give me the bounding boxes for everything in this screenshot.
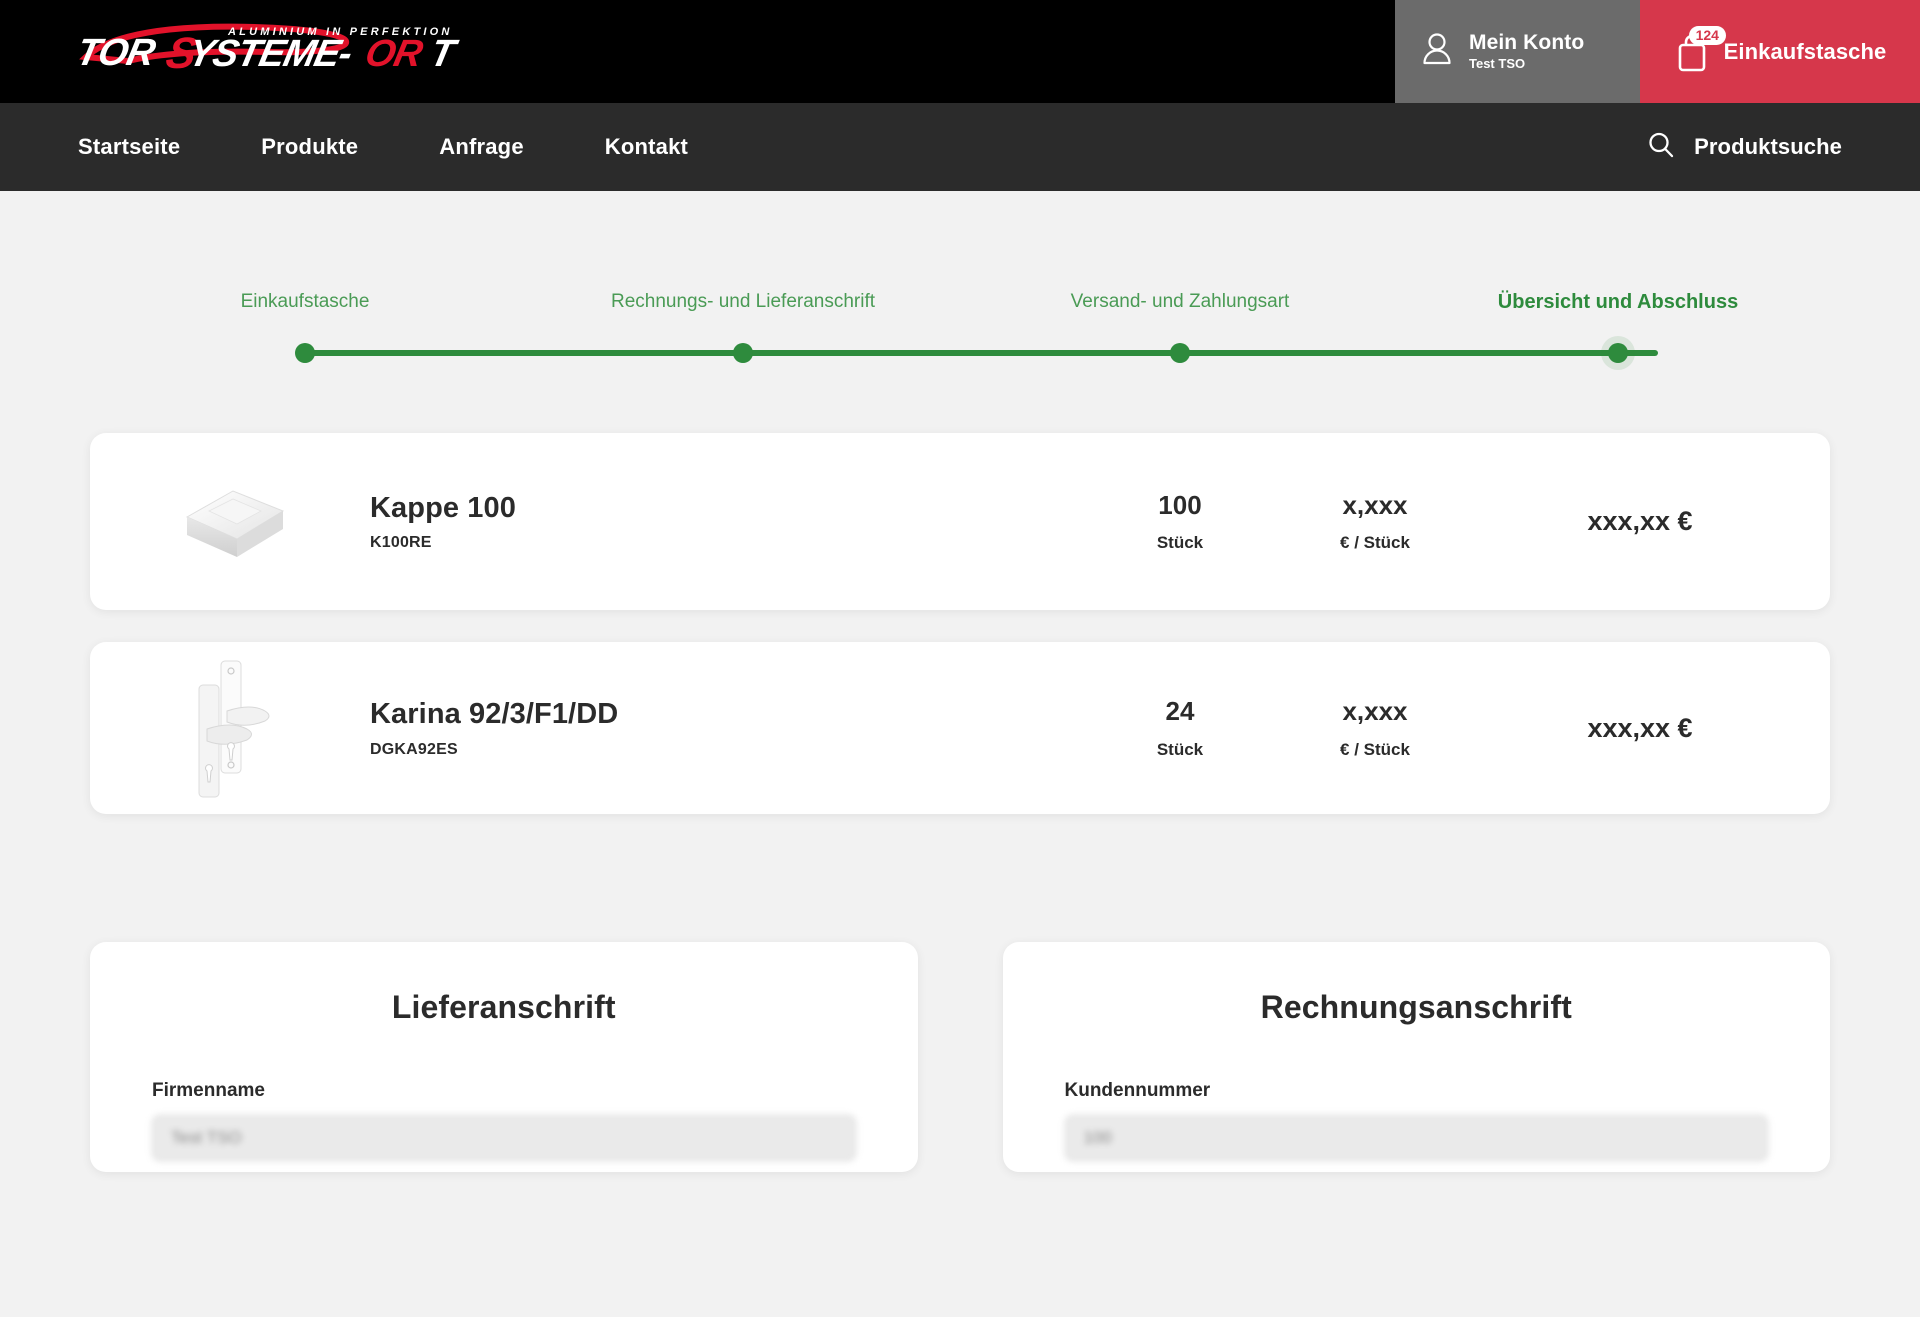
cart-item-unit-price: x,xxx <box>1342 696 1408 727</box>
svg-text:T: T <box>427 32 463 75</box>
nav-item-produkte[interactable]: Produkte <box>261 134 359 159</box>
account-username: Test TSO <box>1469 56 1526 72</box>
door-handle-image <box>175 653 295 803</box>
stepper-dot-2[interactable] <box>733 343 753 363</box>
page-content: Einkaufstasche Rechnungs- und Lieferansc… <box>0 291 1920 1172</box>
cart-item-unit-price-unit: € / Stück <box>1340 533 1410 553</box>
cart-item-unitprice-col: x,xxx € / Stück <box>1260 696 1490 759</box>
svg-text:OR: OR <box>362 32 427 75</box>
cart-item-total-price: xxx,xx € <box>1587 506 1693 537</box>
brand-logo[interactable]: TOR S YSTEME- OR T ALUMINIUM IN PERFEKTI… <box>78 21 478 83</box>
stepper-label-uebersicht-abschluss[interactable]: Übersicht und Abschluss <box>1497 291 1739 313</box>
billing-customernumber-label: Kundennummer <box>1064 1080 1211 1101</box>
cart-item-name: Kappe 100 <box>370 491 516 524</box>
billing-customernumber-field: Kundennummer <box>1064 1080 1768 1161</box>
delivery-company-field: Firmenname <box>152 1080 856 1161</box>
cart-item-info: Karina 92/3/F1/DD DGKA92ES <box>295 697 1100 759</box>
top-bar: TOR S YSTEME- OR T ALUMINIUM IN PERFEKTI… <box>0 0 1920 103</box>
user-icon <box>1421 32 1453 71</box>
stepper-progress-line <box>305 350 1658 356</box>
address-section: Lieferanschrift Firmenname Rechnungsansc… <box>90 942 1830 1172</box>
nav-item-startseite[interactable]: Startseite <box>78 134 181 159</box>
stepper-label-rechnungs-lieferanschrift[interactable]: Rechnungs- und Lieferanschrift <box>610 291 876 312</box>
nav-items: Startseite Produkte Anfrage Kontakt <box>78 134 769 160</box>
svg-text:ALUMINIUM IN PERFEKTION: ALUMINIUM IN PERFEKTION <box>227 26 453 38</box>
cart-item-name: Karina 92/3/F1/DD <box>370 698 619 731</box>
cart-item-quantity-col: 100 Stück <box>1100 490 1260 553</box>
cart-item-unit-price-unit: € / Stück <box>1340 739 1410 759</box>
stepper-labels: Einkaufstasche Rechnungs- und Lieferansc… <box>90 291 1830 325</box>
shopping-bag-label: Einkaufstasche <box>1723 38 1887 64</box>
cart-item-quantity-unit: Stück <box>1156 739 1204 759</box>
stepper-dot-4[interactable] <box>1608 343 1628 363</box>
svg-text:TOR: TOR <box>78 31 160 74</box>
bag-badge-count: 124 <box>1688 25 1726 45</box>
account-button[interactable]: Mein Konto Test TSO <box>1395 0 1640 103</box>
stepper-track <box>90 343 1830 363</box>
cart-item-quantity: 24 <box>1165 696 1195 727</box>
cart-item-sku: K100RE <box>370 534 432 552</box>
cart-item-total-col: xxx,xx € <box>1490 505 1790 537</box>
logo-area[interactable]: TOR S YSTEME- OR T ALUMINIUM IN PERFEKTI… <box>0 0 1395 103</box>
stepper-label-einkaufstasche[interactable]: Einkaufstasche <box>240 291 370 312</box>
billing-customernumber-input[interactable] <box>1064 1115 1768 1161</box>
billing-address-card: Rechnungsanschrift Kundennummer <box>1002 942 1830 1172</box>
svg-text:YSTEME-: YSTEME- <box>185 32 356 75</box>
logo-graphic: TOR S YSTEME- OR T ALUMINIUM IN PERFEKTI… <box>78 23 463 77</box>
cart-item-quantity-unit: Stück <box>1156 533 1204 553</box>
cart-item-total-col: xxx,xx € <box>1490 712 1790 744</box>
stepper-dot-3[interactable] <box>1170 343 1190 363</box>
cart-item-row[interactable]: Karina 92/3/F1/DD DGKA92ES 24 Stück x,xx… <box>90 642 1830 814</box>
shopping-bag-button[interactable]: 124 Einkaufstasche <box>1640 0 1920 103</box>
cart-item-info: Kappe 100 K100RE <box>295 491 1100 553</box>
cart-item-row[interactable]: Kappe 100 K100RE 100 Stück x,xxx € / Stü… <box>90 433 1830 610</box>
delivery-company-input[interactable] <box>152 1115 856 1161</box>
nav-item-kontakt[interactable]: Kontakt <box>604 134 689 159</box>
cart-item-unit-price: x,xxx <box>1342 489 1408 520</box>
delivery-company-label: Firmenname <box>152 1080 265 1101</box>
cart-item-unitprice-col: x,xxx € / Stück <box>1260 490 1490 553</box>
product-search-label: Produktsuche <box>1694 134 1842 159</box>
stepper-label-versand-zahlungsart[interactable]: Versand- und Zahlungsart <box>1070 291 1290 312</box>
cart-item-sku: DGKA92ES <box>370 740 458 758</box>
billing-address-title: Rechnungsanschrift <box>1260 989 1572 1025</box>
cart-item-total-price: xxx,xx € <box>1587 712 1693 743</box>
product-search-button[interactable]: Produktsuche <box>1646 130 1842 165</box>
shopping-bag-icon: 124 <box>1674 25 1726 73</box>
search-icon <box>1646 130 1676 165</box>
delivery-address-card: Lieferanschrift Firmenname <box>90 942 918 1172</box>
square-cap-image <box>175 477 295 567</box>
cart-item-quantity-col: 24 Stück <box>1100 696 1260 759</box>
delivery-address-title: Lieferanschrift <box>391 989 616 1025</box>
nav-item-anfrage[interactable]: Anfrage <box>439 134 524 159</box>
cart-item-quantity: 100 <box>1158 489 1202 520</box>
account-title: Mein Konto <box>1469 31 1585 55</box>
checkout-stepper: Einkaufstasche Rechnungs- und Lieferansc… <box>90 291 1830 381</box>
main-navigation: Startseite Produkte Anfrage Kontakt Prod… <box>0 103 1920 191</box>
stepper-dot-1[interactable] <box>295 343 315 363</box>
